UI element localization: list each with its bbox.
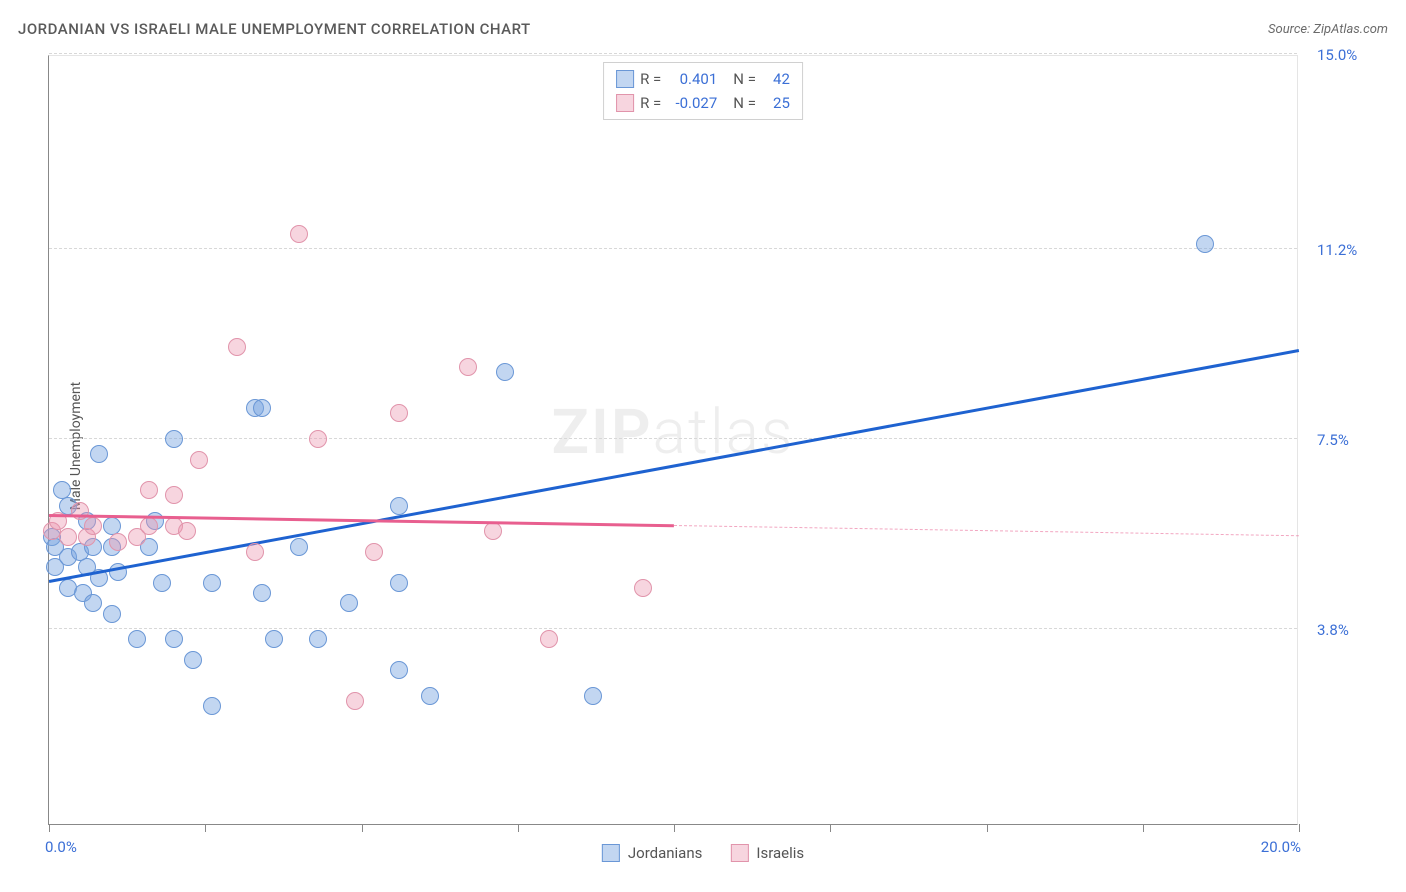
data-point: [71, 502, 89, 520]
data-point: [340, 594, 358, 612]
data-point: [290, 538, 308, 556]
legend-swatch: [602, 844, 620, 862]
data-point: [390, 574, 408, 592]
data-point: [246, 543, 264, 561]
y-tick-label: 7.5%: [1317, 431, 1349, 449]
x-max-label: 20.0%: [1261, 838, 1301, 856]
data-point: [421, 687, 439, 705]
x-tick: [518, 824, 519, 832]
data-point: [584, 687, 602, 705]
data-point: [309, 630, 327, 648]
data-point: [165, 430, 183, 448]
gridline: [49, 438, 1297, 439]
data-point: [253, 584, 271, 602]
r-label: R =: [640, 91, 661, 115]
chart-plot-area: ZIPatlas 3.8%7.5%11.2%15.0%0.0%20.0%: [48, 55, 1298, 825]
data-point: [165, 630, 183, 648]
data-point: [346, 692, 364, 710]
trend-line: [674, 525, 1299, 536]
legend-swatch: [616, 94, 634, 112]
data-point: [228, 338, 246, 356]
legend-label: Jordanians: [628, 844, 703, 862]
data-point: [309, 430, 327, 448]
stats-legend: R = 0.401 N = 42 R = -0.027 N = 25: [603, 62, 803, 120]
stats-legend-row: R = -0.027 N = 25: [616, 91, 790, 115]
x-tick: [49, 824, 50, 832]
data-point: [165, 486, 183, 504]
data-point: [390, 404, 408, 422]
y-tick-label: 11.2%: [1317, 241, 1357, 259]
data-point: [265, 630, 283, 648]
legend-swatch: [616, 70, 634, 88]
stats-legend-row: R = 0.401 N = 42: [616, 67, 790, 91]
data-point: [103, 605, 121, 623]
data-point: [59, 528, 77, 546]
data-point: [190, 451, 208, 469]
data-point: [253, 399, 271, 417]
data-point: [634, 579, 652, 597]
data-point: [128, 630, 146, 648]
legend-swatch: [730, 844, 748, 862]
n-label: N =: [733, 67, 756, 91]
gridline: [49, 248, 1297, 249]
data-point: [184, 651, 202, 669]
chart-title: JORDANIAN VS ISRAELI MALE UNEMPLOYMENT C…: [18, 20, 531, 38]
data-point: [290, 225, 308, 243]
gridline: [49, 628, 1297, 629]
x-tick: [987, 824, 988, 832]
n-label: N =: [733, 91, 756, 115]
source-label: Source: ZipAtlas.com: [1268, 22, 1388, 37]
data-point: [459, 358, 477, 376]
n-value: 42: [762, 67, 790, 91]
data-point: [390, 497, 408, 515]
legend-label: Israelis: [756, 844, 804, 862]
r-label: R =: [640, 67, 661, 91]
y-tick-label: 3.8%: [1317, 621, 1349, 639]
data-point: [203, 697, 221, 715]
data-point: [484, 522, 502, 540]
gridline: [49, 53, 1297, 54]
data-point: [390, 661, 408, 679]
x-tick: [1143, 824, 1144, 832]
n-value: 25: [762, 91, 790, 115]
data-point: [496, 363, 514, 381]
x-tick: [830, 824, 831, 832]
x-tick: [1299, 824, 1300, 832]
legend-item: Jordanians: [602, 844, 703, 862]
series-legend: Jordanians Israelis: [602, 844, 804, 862]
y-tick-label: 15.0%: [1317, 46, 1357, 64]
data-point: [90, 445, 108, 463]
data-point: [365, 543, 383, 561]
data-point: [1196, 235, 1214, 253]
r-value: 0.401: [667, 67, 717, 91]
data-point: [84, 594, 102, 612]
data-point: [140, 517, 158, 535]
trend-line: [49, 349, 1299, 582]
x-tick: [205, 824, 206, 832]
r-value: -0.027: [667, 91, 717, 115]
x-tick: [674, 824, 675, 832]
watermark: ZIPatlas: [552, 396, 795, 469]
data-point: [203, 574, 221, 592]
data-point: [153, 574, 171, 592]
data-point: [540, 630, 558, 648]
data-point: [109, 533, 127, 551]
x-tick: [362, 824, 363, 832]
data-point: [84, 517, 102, 535]
x-min-label: 0.0%: [45, 838, 77, 856]
legend-item: Israelis: [730, 844, 804, 862]
data-point: [140, 481, 158, 499]
data-point: [178, 522, 196, 540]
